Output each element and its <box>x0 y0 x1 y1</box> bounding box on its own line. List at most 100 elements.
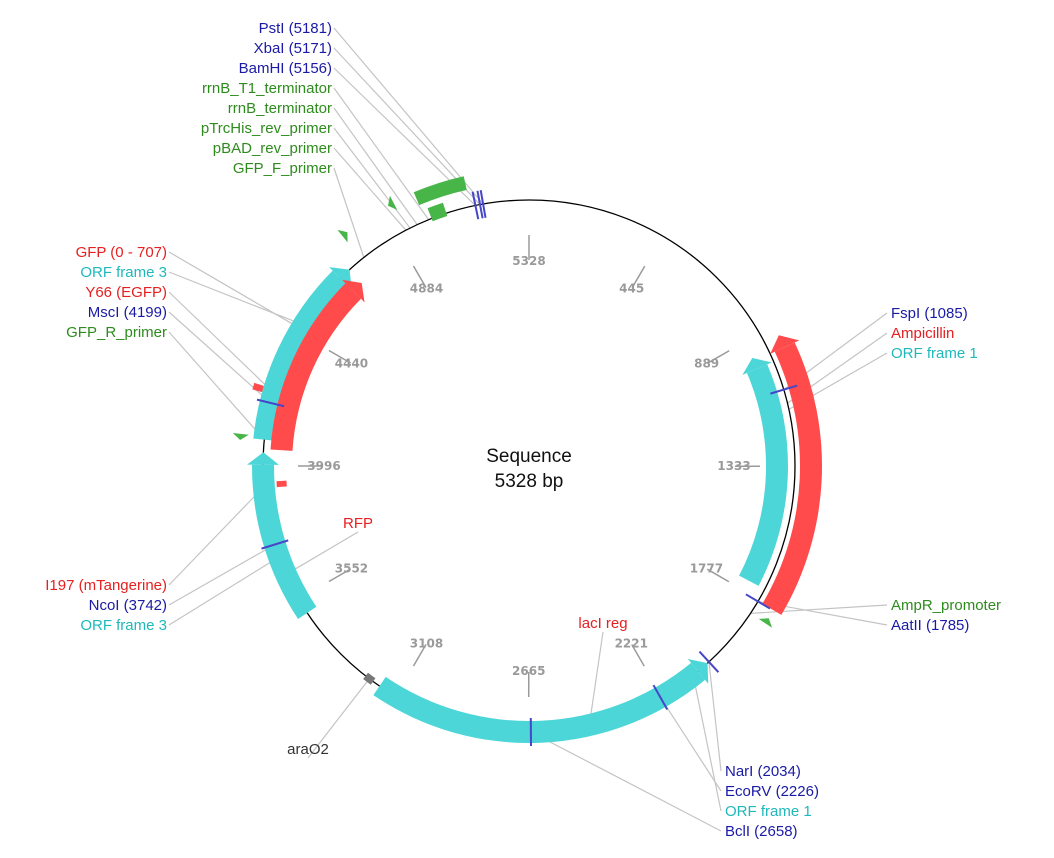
tick-line <box>631 265 646 289</box>
orf-frame-1-arrowhead <box>687 659 709 684</box>
leader-line <box>333 147 407 231</box>
site-1085[interactable] <box>770 384 798 395</box>
label-bcli-2658[interactable]: BclI (2658) <box>725 823 798 840</box>
gfp-r-primer-primer[interactable] <box>232 433 249 441</box>
leader-line <box>168 556 280 626</box>
label-laci-reg[interactable]: lacI reg <box>578 615 627 632</box>
label-y66-egfp[interactable]: Y66 (EGFP) <box>85 284 167 301</box>
gfp-0-707-arrowhead <box>341 279 365 303</box>
label-psti-5181[interactable]: PstI (5181) <box>259 20 332 37</box>
ampicillin-feature[interactable] <box>762 342 822 615</box>
features <box>232 176 822 743</box>
label-ecorv-2226[interactable]: EcoRV (2226) <box>725 783 819 800</box>
label-ampicillin[interactable]: Ampicillin <box>891 325 954 342</box>
tick-label: 2665 <box>512 664 545 678</box>
site-1785[interactable] <box>745 593 771 610</box>
tick-line <box>707 350 730 364</box>
label-gfp-r-primer[interactable]: GFP_R_primer <box>66 324 167 341</box>
leader-line <box>692 675 722 812</box>
label-msci-4199[interactable]: MscI (4199) <box>88 304 167 321</box>
site-5181[interactable] <box>479 190 487 218</box>
label-orf-frame-1[interactable]: ORF frame 1 <box>891 345 978 362</box>
site-5171[interactable] <box>476 190 484 219</box>
orf-frame-3-arrowhead <box>329 267 352 290</box>
label-rrnb-t1-terminator[interactable]: rrnB_T1_terminator <box>202 80 332 97</box>
leader-line <box>750 604 888 614</box>
tick-marks: 5328 445 889 1333 1777 2221 2665 3108 3552 3996 44… <box>298 235 761 698</box>
y66-egfp-mark[interactable] <box>252 382 264 393</box>
label-orf-frame-3[interactable]: ORF frame 3 <box>80 617 167 634</box>
leader-line <box>333 127 411 229</box>
tick-line <box>631 644 645 667</box>
tick-label: 3996 <box>307 459 340 473</box>
site-3742[interactable] <box>261 539 289 550</box>
i197-mtangerine-mark[interactable] <box>276 480 287 488</box>
tick-label: 1333 <box>717 459 750 473</box>
leader-line <box>168 543 276 606</box>
arao2-mark[interactable] <box>363 672 376 685</box>
leader-line <box>333 167 365 258</box>
label-nari-2034[interactable]: NarI (2034) <box>725 763 801 780</box>
label-orf-frame-1[interactable]: ORF frame 1 <box>725 803 812 820</box>
label-rfp[interactable]: RFP <box>343 515 373 532</box>
orf-frame-1-feature[interactable] <box>739 364 788 586</box>
leader-line <box>333 87 430 221</box>
label-i197-mtangerine[interactable]: I197 (mTangerine) <box>45 577 167 594</box>
label-pbad-rev-primer[interactable]: pBAD_rev_primer <box>213 140 332 157</box>
label-rrnb-terminator[interactable]: rrnB_terminator <box>228 100 332 117</box>
tick-label: 1777 <box>690 562 723 576</box>
tick-line <box>706 568 730 583</box>
map-name: Sequence <box>486 446 572 467</box>
tick-label: 5328 <box>512 254 545 268</box>
site-4199[interactable] <box>256 398 285 408</box>
gfp-0-707-feature[interactable] <box>270 283 362 451</box>
site-5156[interactable] <box>471 191 480 220</box>
tick-label: 3108 <box>410 637 443 651</box>
label-orf-frame-3[interactable]: ORF frame 3 <box>80 264 167 281</box>
label-gfp-0-707[interactable]: GFP (0 - 707) <box>76 244 167 261</box>
leader-line <box>588 631 604 726</box>
orf-frame-1-arrowhead <box>742 358 772 375</box>
ampr-promoter-primer[interactable] <box>758 618 773 628</box>
tick-label: 4440 <box>335 357 368 371</box>
leader-line <box>530 731 722 832</box>
label-fspi-1085[interactable]: FspI (1085) <box>891 305 968 322</box>
site-2226[interactable] <box>652 684 669 710</box>
leader-line <box>168 271 304 326</box>
tick-label: 4884 <box>410 281 443 295</box>
leader-line <box>333 107 418 226</box>
tick-line <box>412 265 427 288</box>
leader-lines <box>168 27 888 832</box>
label-ncoi-3742[interactable]: NcoI (3742) <box>89 597 167 614</box>
label-gfp-f-primer[interactable]: GFP_F_primer <box>233 160 332 177</box>
leader-line <box>168 331 265 441</box>
tick-label: 889 <box>694 357 719 371</box>
tick-line <box>328 349 351 364</box>
label-aatii-1785[interactable]: AatII (1785) <box>891 617 969 634</box>
leader-line <box>333 27 484 205</box>
label-bamhi-5156[interactable]: BamHI (5156) <box>239 60 332 77</box>
ampicillin-arrowhead <box>770 335 800 354</box>
tick-label: 2221 <box>615 637 648 651</box>
gfp-f-primer-primer[interactable] <box>337 229 348 243</box>
tick-label: 3552 <box>335 562 368 576</box>
leader-line <box>168 486 265 586</box>
label-ampr-promoter[interactable]: AmpR_promoter <box>891 597 1001 614</box>
restriction-sites <box>256 190 798 747</box>
leader-line <box>708 661 722 772</box>
leader-line <box>307 678 370 759</box>
site-2034[interactable] <box>698 650 720 673</box>
map-length: 5328 bp <box>495 471 564 492</box>
ptrchis-rev-primer-primer[interactable] <box>388 195 398 210</box>
label-xbai-5171[interactable]: XbaI (5171) <box>254 40 332 57</box>
rrnb-t1-terminator-primer[interactable] <box>413 176 467 206</box>
label-ptrchis-rev-primer[interactable]: pTrcHis_rev_primer <box>201 120 332 137</box>
label-arao2[interactable]: araO2 <box>287 741 329 758</box>
rrnb-terminator-primer[interactable] <box>427 202 448 222</box>
orf-frame-1-feature[interactable] <box>373 662 706 743</box>
leader-line <box>285 531 359 575</box>
leader-line <box>168 291 274 394</box>
labels: PstI (5181) XbaI (5171) BamHI (5156) rrnB_T… <box>45 20 1001 840</box>
orf-frame-3-arrowhead <box>247 452 280 465</box>
